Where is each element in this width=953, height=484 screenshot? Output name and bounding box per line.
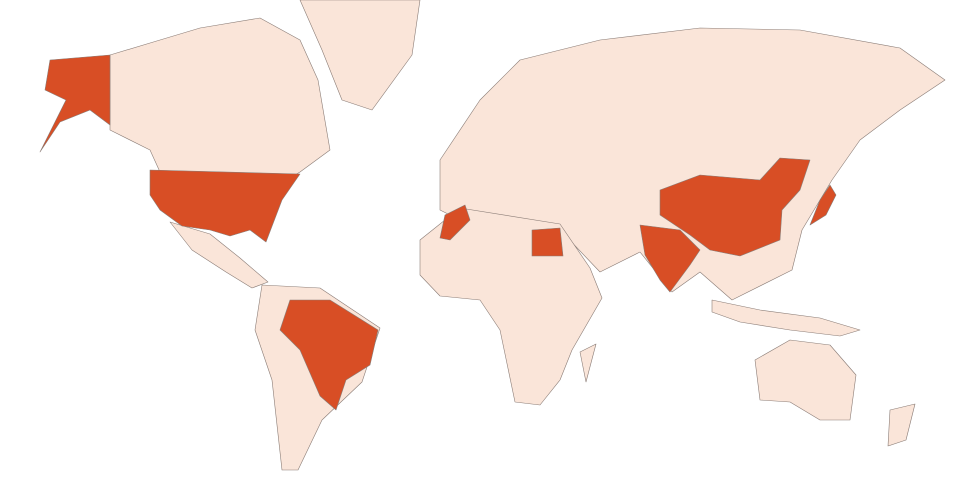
region-greenland[interactable] [299,0,421,111]
region-india[interactable] [639,224,701,293]
region-central-america[interactable] [169,221,269,289]
region-usa[interactable] [149,169,301,243]
region-new-zealand[interactable] [887,403,916,447]
region-indonesia[interactable] [711,299,861,337]
region-egypt[interactable] [531,227,564,257]
highlighted-countries [39,54,837,411]
region-brazil[interactable] [279,299,379,411]
region-japan[interactable] [809,184,837,226]
region-alaska[interactable] [39,54,111,153]
region-morocco[interactable] [439,204,471,241]
region-madagascar[interactable] [579,343,597,383]
region-africa[interactable] [419,207,603,406]
region-canada[interactable] [109,17,331,191]
region-australia[interactable] [754,339,857,421]
region-china[interactable] [659,157,811,257]
base-countries [109,0,946,471]
